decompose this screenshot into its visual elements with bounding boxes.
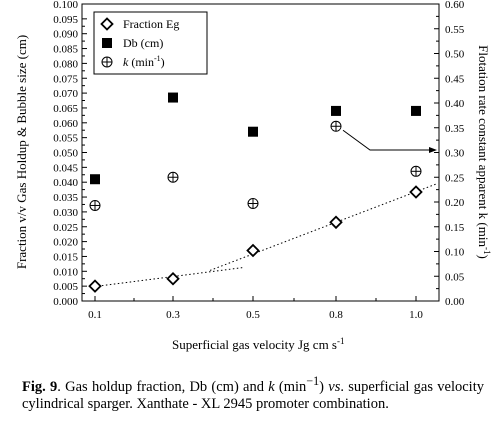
chart: 0.000 0.005 0.010 0.015 0.020 0.025 0.030 0.035… [14, 0, 492, 352]
right-y-tick-label: 0.20 [445, 197, 465, 209]
right-y-tick-label: 0.45 [445, 73, 465, 85]
right-y-tick-label: 0.25 [445, 172, 465, 184]
right-y-tick-label: 0.30 [445, 148, 465, 160]
left-y-tick-label: 0.095 [53, 14, 78, 26]
holdup-point [409, 185, 423, 199]
holdup-point [246, 243, 260, 258]
right-y-axis-label-close: ) [476, 254, 491, 258]
caption-text-2: (min [274, 378, 307, 395]
left-y-tick-label: 0.040 [53, 177, 78, 189]
right-y-tick-label: 0.55 [445, 24, 465, 36]
right-y-tick-label: 0.35 [445, 123, 465, 135]
legend-label: Fraction Eg [123, 17, 179, 31]
left-y-tick-label: 0.015 [53, 251, 78, 263]
left-y-tick-label: 0.070 [53, 88, 78, 100]
figure-label: Fig. 9 [22, 378, 58, 395]
legend-label-sup: -1 [154, 54, 161, 63]
trend-layer [89, 183, 438, 288]
right-y-axis-label-text: Flotation rate constant apparent k (min [476, 45, 491, 247]
rate-constant-point [247, 197, 259, 209]
right-y-tick-label: 0.60 [445, 0, 465, 11]
rate-constant-point [330, 120, 342, 132]
right-y-tick-label: 0.05 [445, 271, 465, 283]
legend-marker [101, 56, 113, 68]
caption-text-3: ) [319, 378, 329, 395]
right-y-tick-label: 0.40 [445, 98, 465, 110]
x-tick-label: 0.8 [329, 309, 343, 321]
x-axis-label-sup: -1 [337, 336, 345, 346]
left-y-tick-label: 0.100 [53, 0, 78, 11]
left-y-tick-label: 0.030 [53, 207, 78, 219]
caption-sup: −1 [306, 374, 320, 388]
left-y-tick-label: 0.025 [53, 222, 78, 234]
holdup-point [166, 271, 180, 286]
legend-label: Db (cm) [123, 36, 163, 50]
legend-label-italic: k [123, 55, 129, 69]
legend-items: Fraction Eg Db (cm) k (min-1) [100, 17, 179, 69]
legend-label-close: ) [161, 55, 165, 69]
legend-box [93, 11, 208, 75]
left-y-tick-label: 0.005 [53, 281, 78, 293]
right-y-tick-label: 0.00 [445, 296, 465, 308]
left-y-tick-label: 0.035 [53, 192, 78, 204]
right-y-tick-label: 0.10 [445, 247, 465, 259]
left-y-tick-label: 0.010 [53, 266, 78, 278]
left-y-tick-label: 0.020 [53, 237, 78, 249]
x-tick-label: 1.0 [409, 309, 423, 321]
x-tick-label: 0.5 [246, 309, 260, 321]
legend-marker [102, 38, 112, 48]
left-y-tick-label: 0.075 [53, 73, 78, 85]
rate-constant-point [89, 199, 101, 211]
annotation-arrow-line [342, 129, 430, 151]
legend: Fraction Eg Db (cm) k (min-1) [93, 11, 208, 75]
holdup-point [329, 215, 343, 230]
label-layer: 0.000 0.005 0.010 0.015 0.020 0.025 0.030 0.035… [53, 0, 465, 321]
left-y-tick-label: 0.085 [53, 44, 78, 56]
plot-frame [81, 3, 440, 302]
tick-layer [82, 3, 439, 302]
right-y-tick-label: 0.50 [445, 49, 465, 61]
bubble-size-point [168, 92, 178, 103]
bubble-size-point [331, 105, 341, 116]
bubble-size-point [411, 105, 421, 116]
caption-text-1: . Gas holdup fraction, Db (cm) and [57, 378, 269, 395]
trend-line-high [209, 183, 438, 271]
bubble-size-point [90, 174, 100, 185]
holdup-point [88, 279, 102, 293]
left-y-tick-label: 0.065 [53, 103, 78, 115]
left-y-tick-label: 0.045 [53, 162, 78, 174]
left-y-tick-label: 0.060 [53, 118, 78, 130]
x-tick-label: 0.1 [88, 309, 102, 321]
x-axis-label: Superficial gas velocity Jg cm s-1 [172, 336, 345, 352]
x-tick-label: 0.3 [166, 309, 180, 321]
x-axis-label-text: Superficial gas velocity Jg cm s [172, 337, 337, 352]
left-y-tick-label: 0.050 [53, 148, 78, 160]
figure-caption: Fig. 9. Gas holdup fraction, Db (cm) and… [22, 373, 484, 413]
legend-label: k (min-1) [123, 54, 165, 69]
right-y-axis-label: Flotation rate constant apparent k (min-… [476, 45, 492, 259]
left-y-tick-label: 0.080 [53, 58, 78, 70]
annotation-arrowhead [429, 147, 437, 154]
caption-vs: vs [328, 378, 341, 395]
right-y-axis-label-sup: -1 [482, 247, 492, 255]
rate-constant-point [167, 171, 179, 183]
trend-line-low [89, 266, 245, 288]
left-y-axis-label: Fraction v/v Gas Holdup & Bubble size (c… [14, 35, 29, 269]
caption-text-4: . superficial gas velocity cylindrical s… [22, 378, 484, 412]
rate-constant-point [410, 165, 422, 177]
marker-layer [88, 92, 423, 293]
legend-marker [100, 17, 114, 31]
legend-label-rest: (min [128, 55, 154, 69]
left-y-tick-label: 0.000 [53, 296, 78, 308]
left-y-tick-label: 0.090 [53, 29, 78, 41]
annotation-layer [342, 129, 437, 154]
caption-k: k [268, 378, 275, 395]
right-y-tick-label: 0.15 [445, 222, 465, 234]
left-y-tick-label: 0.055 [53, 133, 78, 145]
bubble-size-point [248, 126, 258, 137]
